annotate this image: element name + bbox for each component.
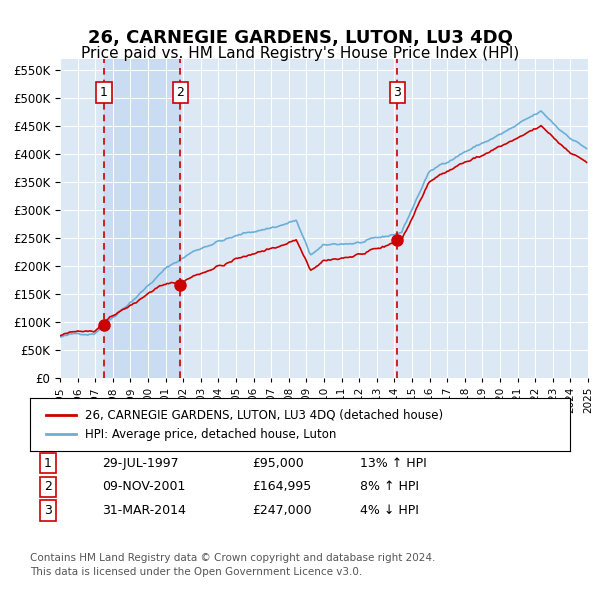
Text: 4% ↓ HPI: 4% ↓ HPI <box>360 504 419 517</box>
Text: 1: 1 <box>100 86 108 99</box>
Text: Price paid vs. HM Land Registry's House Price Index (HPI): Price paid vs. HM Land Registry's House … <box>81 45 519 61</box>
Text: 2: 2 <box>176 86 184 99</box>
Text: 3: 3 <box>394 86 401 99</box>
Text: 29-JUL-1997: 29-JUL-1997 <box>102 457 179 470</box>
Text: 3: 3 <box>44 504 52 517</box>
Text: £164,995: £164,995 <box>252 480 311 493</box>
Text: 1: 1 <box>44 457 52 470</box>
Text: This data is licensed under the Open Government Licence v3.0.: This data is licensed under the Open Gov… <box>30 568 362 577</box>
Text: 31-MAR-2014: 31-MAR-2014 <box>102 504 186 517</box>
Text: £95,000: £95,000 <box>252 457 304 470</box>
Text: 09-NOV-2001: 09-NOV-2001 <box>102 480 185 493</box>
Text: £247,000: £247,000 <box>252 504 311 517</box>
Text: 13% ↑ HPI: 13% ↑ HPI <box>360 457 427 470</box>
Text: 8% ↑ HPI: 8% ↑ HPI <box>360 480 419 493</box>
Bar <box>104 59 180 378</box>
Legend: 26, CARNEGIE GARDENS, LUTON, LU3 4DQ (detached house), HPI: Average price, detac: 26, CARNEGIE GARDENS, LUTON, LU3 4DQ (de… <box>41 404 448 445</box>
Text: 26, CARNEGIE GARDENS, LUTON, LU3 4DQ: 26, CARNEGIE GARDENS, LUTON, LU3 4DQ <box>88 30 512 47</box>
Text: 2: 2 <box>44 480 52 493</box>
Text: Contains HM Land Registry data © Crown copyright and database right 2024.: Contains HM Land Registry data © Crown c… <box>30 553 436 562</box>
